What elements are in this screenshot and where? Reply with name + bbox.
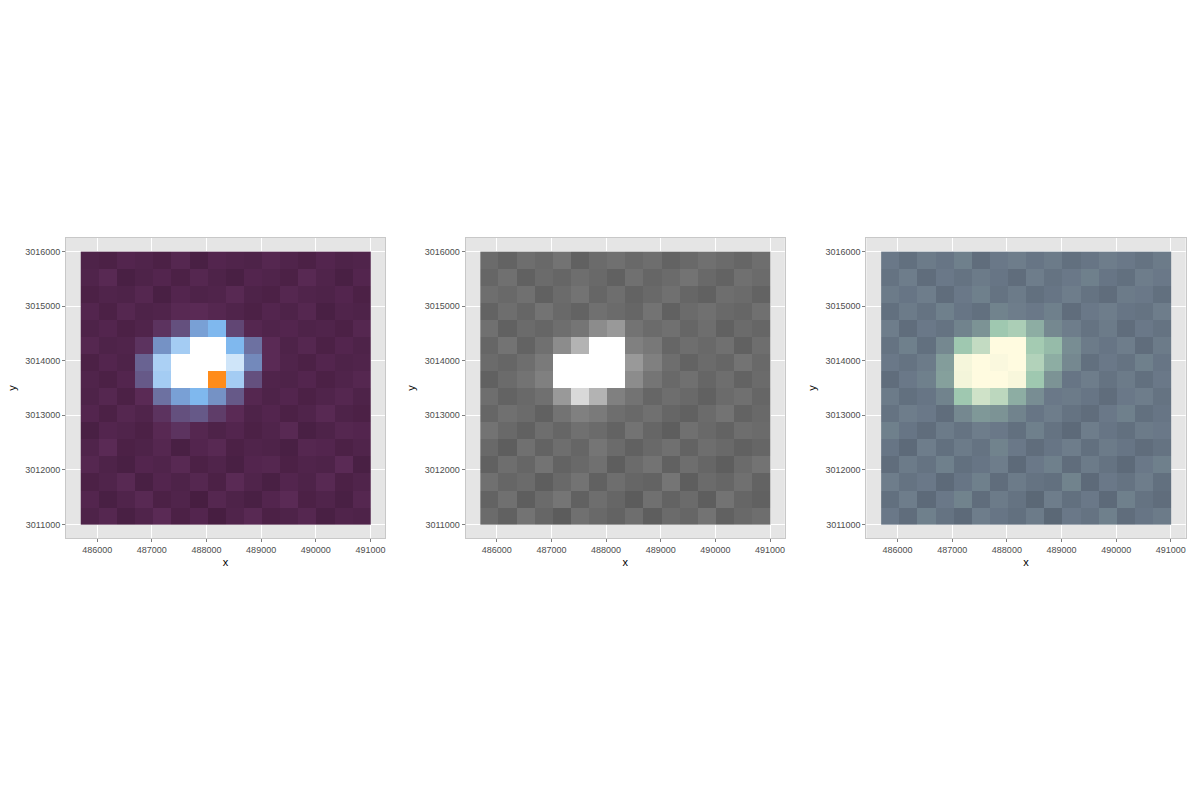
svg-text:3016000: 3016000 (425, 247, 460, 257)
svg-text:3013000: 3013000 (25, 410, 60, 420)
svg-text:x: x (223, 556, 229, 568)
svg-text:3014000: 3014000 (826, 356, 861, 366)
svg-text:491000: 491000 (355, 545, 385, 555)
svg-text:490000: 490000 (1101, 545, 1131, 555)
svg-text:487000: 487000 (937, 545, 967, 555)
svg-text:487000: 487000 (137, 545, 167, 555)
svg-text:491000: 491000 (1156, 545, 1186, 555)
svg-text:3011000: 3011000 (425, 520, 459, 530)
svg-text:488000: 488000 (191, 545, 221, 555)
svg-text:486000: 486000 (482, 545, 512, 555)
svg-text:3016000: 3016000 (25, 247, 60, 257)
svg-text:3012000: 3012000 (25, 465, 60, 475)
svg-text:3014000: 3014000 (25, 356, 60, 366)
svg-text:3015000: 3015000 (25, 301, 60, 311)
svg-text:3013000: 3013000 (826, 410, 861, 420)
svg-text:y: y (806, 385, 818, 391)
svg-text:x: x (622, 556, 628, 568)
svg-text:3016000: 3016000 (826, 247, 861, 257)
svg-text:3015000: 3015000 (425, 301, 460, 311)
svg-text:489000: 489000 (646, 545, 676, 555)
svg-text:487000: 487000 (536, 545, 566, 555)
svg-text:3014000: 3014000 (425, 356, 460, 366)
svg-text:490000: 490000 (301, 545, 331, 555)
svg-text:3015000: 3015000 (826, 301, 861, 311)
svg-text:y: y (405, 385, 417, 391)
svg-text:486000: 486000 (883, 545, 913, 555)
svg-text:3012000: 3012000 (826, 465, 861, 475)
svg-text:3012000: 3012000 (425, 465, 460, 475)
svg-text:486000: 486000 (82, 545, 112, 555)
svg-text:488000: 488000 (591, 545, 621, 555)
svg-text:491000: 491000 (755, 545, 785, 555)
svg-text:x: x (1023, 556, 1029, 568)
svg-text:489000: 489000 (246, 545, 276, 555)
svg-text:3011000: 3011000 (826, 520, 860, 530)
svg-text:3013000: 3013000 (425, 410, 460, 420)
svg-text:y: y (6, 385, 18, 391)
svg-text:488000: 488000 (992, 545, 1022, 555)
svg-text:3011000: 3011000 (26, 520, 60, 530)
svg-text:489000: 489000 (1047, 545, 1077, 555)
svg-text:490000: 490000 (700, 545, 730, 555)
